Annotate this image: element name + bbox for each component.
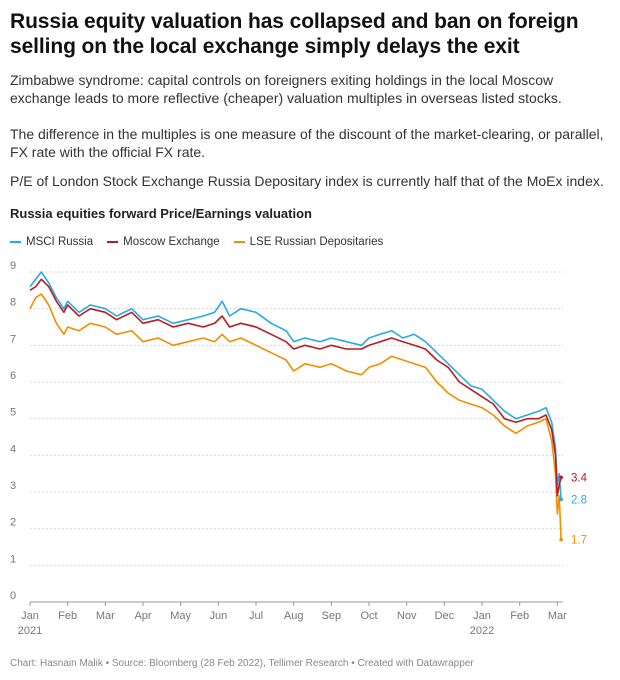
series-line-1: [29, 278, 562, 497]
x-tick-label: Oct: [360, 610, 377, 622]
x-tick-label: Jul: [249, 610, 263, 622]
y-tick-label: 2: [10, 517, 16, 529]
legend-swatch-lse: [233, 241, 245, 243]
series-end-label-1: 3.4: [571, 472, 588, 484]
y-tick-label: 7: [10, 333, 16, 345]
series-end-point-2: [559, 537, 563, 542]
legend-label-moex: Moscow Exchange: [123, 236, 220, 248]
series-end-label-0: 2.8: [571, 494, 587, 506]
chart-footer: Chart: Hasnain Malik • Source: Bloomberg…: [10, 658, 474, 669]
legend-item-msci: MSCI Russia: [10, 236, 93, 248]
x-tick-label: Nov: [397, 610, 417, 622]
x-tick-label: Mar: [96, 610, 115, 622]
x-tick-label: Jan: [473, 610, 491, 622]
y-tick-label: 3: [10, 480, 16, 492]
x-tick-year-label: 2022: [470, 625, 494, 637]
series-line-0: [29, 271, 562, 500]
y-tick-label: 4: [10, 443, 16, 455]
series-end-point-1: [559, 475, 563, 480]
x-tick-label: Sep: [322, 610, 342, 622]
x-tick-label: Apr: [134, 610, 151, 622]
chart-title: Russia equities forward Price/Earnings v…: [10, 206, 312, 221]
y-tick-label: 0: [10, 590, 16, 602]
legend-swatch-msci: [10, 241, 21, 243]
legend-item-moex: Moscow Exchange: [107, 236, 220, 248]
description-2: The difference in the multiples is one m…: [10, 126, 604, 160]
x-tick-label: Aug: [284, 610, 304, 622]
x-tick-label: Dec: [435, 610, 455, 622]
y-tick-label: 9: [10, 260, 16, 272]
y-tick-label: 6: [10, 370, 16, 382]
y-tick-label: 8: [10, 297, 16, 309]
legend-label-lse: LSE Russian Depositaries: [249, 236, 384, 248]
chart-legend: MSCI Russia Moscow Exchange LSE Russian …: [10, 236, 383, 248]
x-tick-label: Jun: [209, 610, 227, 622]
series-end-point-0: [559, 497, 563, 502]
x-tick-year-label: 2021: [18, 625, 42, 637]
legend-swatch-moex: [107, 241, 119, 243]
page-title: Russia equity valuation has collapsed an…: [10, 10, 579, 58]
series-end-label-2: 1.7: [571, 535, 587, 547]
x-tick-label: Feb: [58, 610, 77, 622]
y-tick-label: 1: [10, 553, 16, 565]
x-tick-label: Jan: [21, 610, 39, 622]
x-tick-label: Mar: [548, 610, 567, 622]
legend-item-lse: LSE Russian Depositaries: [233, 236, 384, 248]
y-tick-label: 5: [10, 407, 16, 419]
series-line-2: [29, 293, 562, 540]
x-tick-label: Feb: [510, 610, 529, 622]
description-3: P/E of London Stock Exchange Russia Depo…: [10, 173, 604, 189]
x-tick-label: May: [170, 610, 191, 622]
legend-label-msci: MSCI Russia: [26, 236, 94, 248]
description-1: Zimbabwe syndrome: capital controls on f…: [10, 72, 562, 106]
